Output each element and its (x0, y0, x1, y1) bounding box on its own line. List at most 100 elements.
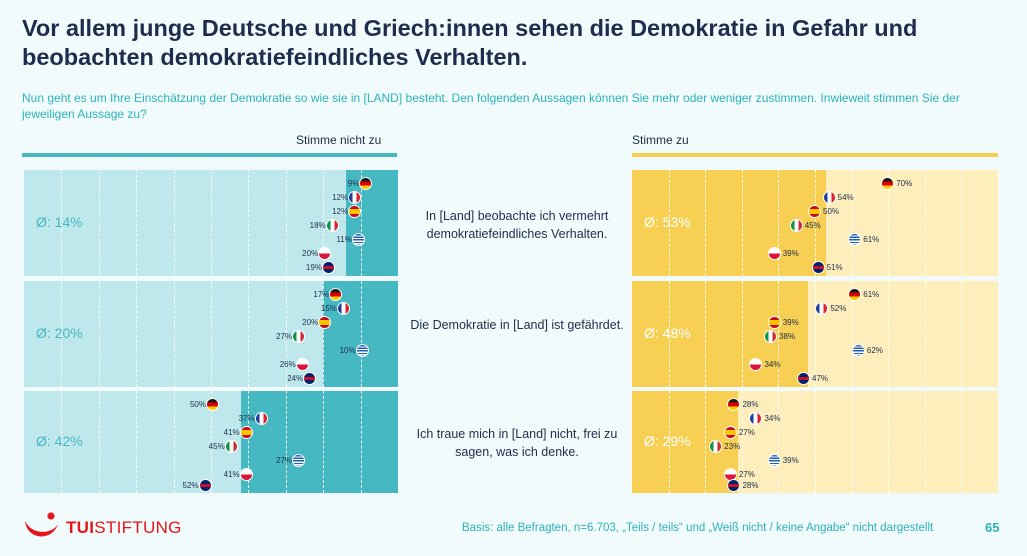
poland-flag-icon (724, 469, 736, 480)
logo-stiftung-text: STIFTUNG (94, 518, 182, 537)
data-point-deutschland: 28% (728, 398, 772, 412)
poland-flag-icon (768, 248, 780, 259)
gridline (211, 170, 212, 276)
data-label: 45% (208, 442, 225, 451)
gridline (98, 281, 100, 387)
data-label: 41% (223, 428, 240, 437)
gridline (285, 170, 287, 276)
footnote: Basis: alle Befragten, n=6.703, „Teils /… (462, 522, 934, 534)
data-point-italien: 45% (194, 440, 238, 454)
data-point-spanien: 20% (287, 316, 331, 330)
page-number: 65 (985, 520, 1000, 535)
data-label: 27% (276, 332, 293, 341)
poland-flag-icon (240, 469, 252, 480)
gridline (924, 170, 926, 276)
greece-flag-icon (293, 455, 305, 466)
data-point-italien: 18% (295, 219, 339, 233)
france-flag-icon (337, 303, 349, 314)
data-point-griechenland: 11% (321, 233, 365, 247)
disagree-average-label: Ø: 20% (36, 325, 83, 341)
gridline (815, 170, 816, 276)
gridline (98, 170, 100, 276)
italy-flag-icon (293, 331, 305, 342)
france-flag-icon (816, 303, 828, 314)
gridline (961, 281, 963, 387)
agree-average-label: Ø: 29% (644, 433, 691, 449)
germany-flag-icon (360, 178, 372, 189)
disagree-panel-3: Ø: 42% 50% 37% 41% 45% 27% 41% 52% (24, 391, 398, 493)
data-label: 39% (782, 456, 799, 465)
germany-flag-icon (849, 289, 861, 300)
france-flag-icon (255, 413, 267, 424)
data-point-griechenland: 27% (261, 454, 305, 468)
data-label: 70% (896, 179, 913, 188)
gridline (323, 170, 325, 276)
gridline (741, 391, 743, 493)
data-label: 18% (309, 221, 326, 230)
france-flag-icon (349, 192, 361, 203)
greece-flag-icon (768, 455, 780, 466)
data-point-polen: 26% (265, 358, 309, 372)
gridline (211, 281, 212, 387)
spain-flag-icon (724, 427, 736, 438)
header-disagree: Stimme nicht zu (296, 133, 382, 147)
data-point-deutschland: 17% (298, 288, 342, 302)
data-label: 27% (738, 428, 755, 437)
data-label: 17% (313, 290, 330, 299)
data-point-grossbritannien: 51% (812, 261, 857, 275)
agree-average-bar (632, 391, 739, 493)
greece-flag-icon (852, 345, 864, 356)
data-label: 26% (279, 360, 296, 369)
data-point-grossbritannien: 52% (168, 479, 212, 493)
data-label: 50% (823, 207, 840, 216)
gridline (360, 281, 362, 387)
gridline (778, 170, 780, 276)
france-flag-icon (823, 192, 835, 203)
greece-flag-icon (352, 234, 364, 245)
data-point-griechenland: 10% (325, 344, 369, 358)
disagree-panel-2: Ø: 20% 17% 15% 20% 27% 10% 26% 24% (24, 281, 398, 387)
gridline (815, 281, 816, 387)
data-point-italien: 38% (765, 330, 809, 344)
data-label: 38% (779, 332, 796, 341)
data-label: 11% (336, 235, 352, 244)
tui-stiftung-logo: TUISTIFTUNG (22, 510, 222, 544)
germany-flag-icon (882, 178, 894, 189)
data-label: 27% (738, 470, 755, 479)
gridline (888, 170, 890, 276)
gridline (668, 281, 670, 387)
gridline (61, 170, 63, 276)
statement-3: Ich traue mich in [Land] nicht, frei zu … (416, 427, 618, 459)
gridline (360, 170, 362, 276)
gridline (61, 281, 63, 387)
data-label: 37% (238, 414, 255, 423)
germany-flag-icon (728, 399, 740, 410)
data-label: 28% (742, 400, 759, 409)
gridline (851, 170, 853, 276)
disagree-average-label: Ø: 42% (36, 433, 83, 449)
data-point-deutschland: 9% (328, 177, 372, 191)
data-label: 24% (287, 374, 304, 383)
data-point-spanien: 27% (724, 426, 769, 440)
gridline (851, 391, 853, 493)
data-point-grossbritannien: 19% (291, 261, 335, 275)
gridline (705, 281, 707, 387)
disagree-panel-1: Ø: 14% 9% 12% 12% 18% 11% 20% 19% (24, 170, 398, 276)
gridline (888, 391, 890, 493)
data-label: 62% (866, 346, 883, 355)
gridline (323, 391, 325, 493)
data-label: 20% (302, 318, 319, 327)
agree-average-label: Ø: 48% (644, 325, 691, 341)
gridline (741, 281, 743, 387)
data-label: 34% (764, 360, 781, 369)
poland-flag-icon (750, 359, 762, 370)
gridline (961, 170, 963, 276)
italy-flag-icon (710, 441, 722, 452)
data-label: 34% (764, 414, 781, 423)
disagree-average-bar (240, 391, 398, 493)
uk-flag-icon (728, 480, 740, 491)
page-title: Vor allem junge Deutsche und Griech:inne… (22, 15, 918, 70)
data-label: 12% (332, 207, 349, 216)
spain-flag-icon (809, 206, 820, 217)
gridline (285, 391, 287, 493)
